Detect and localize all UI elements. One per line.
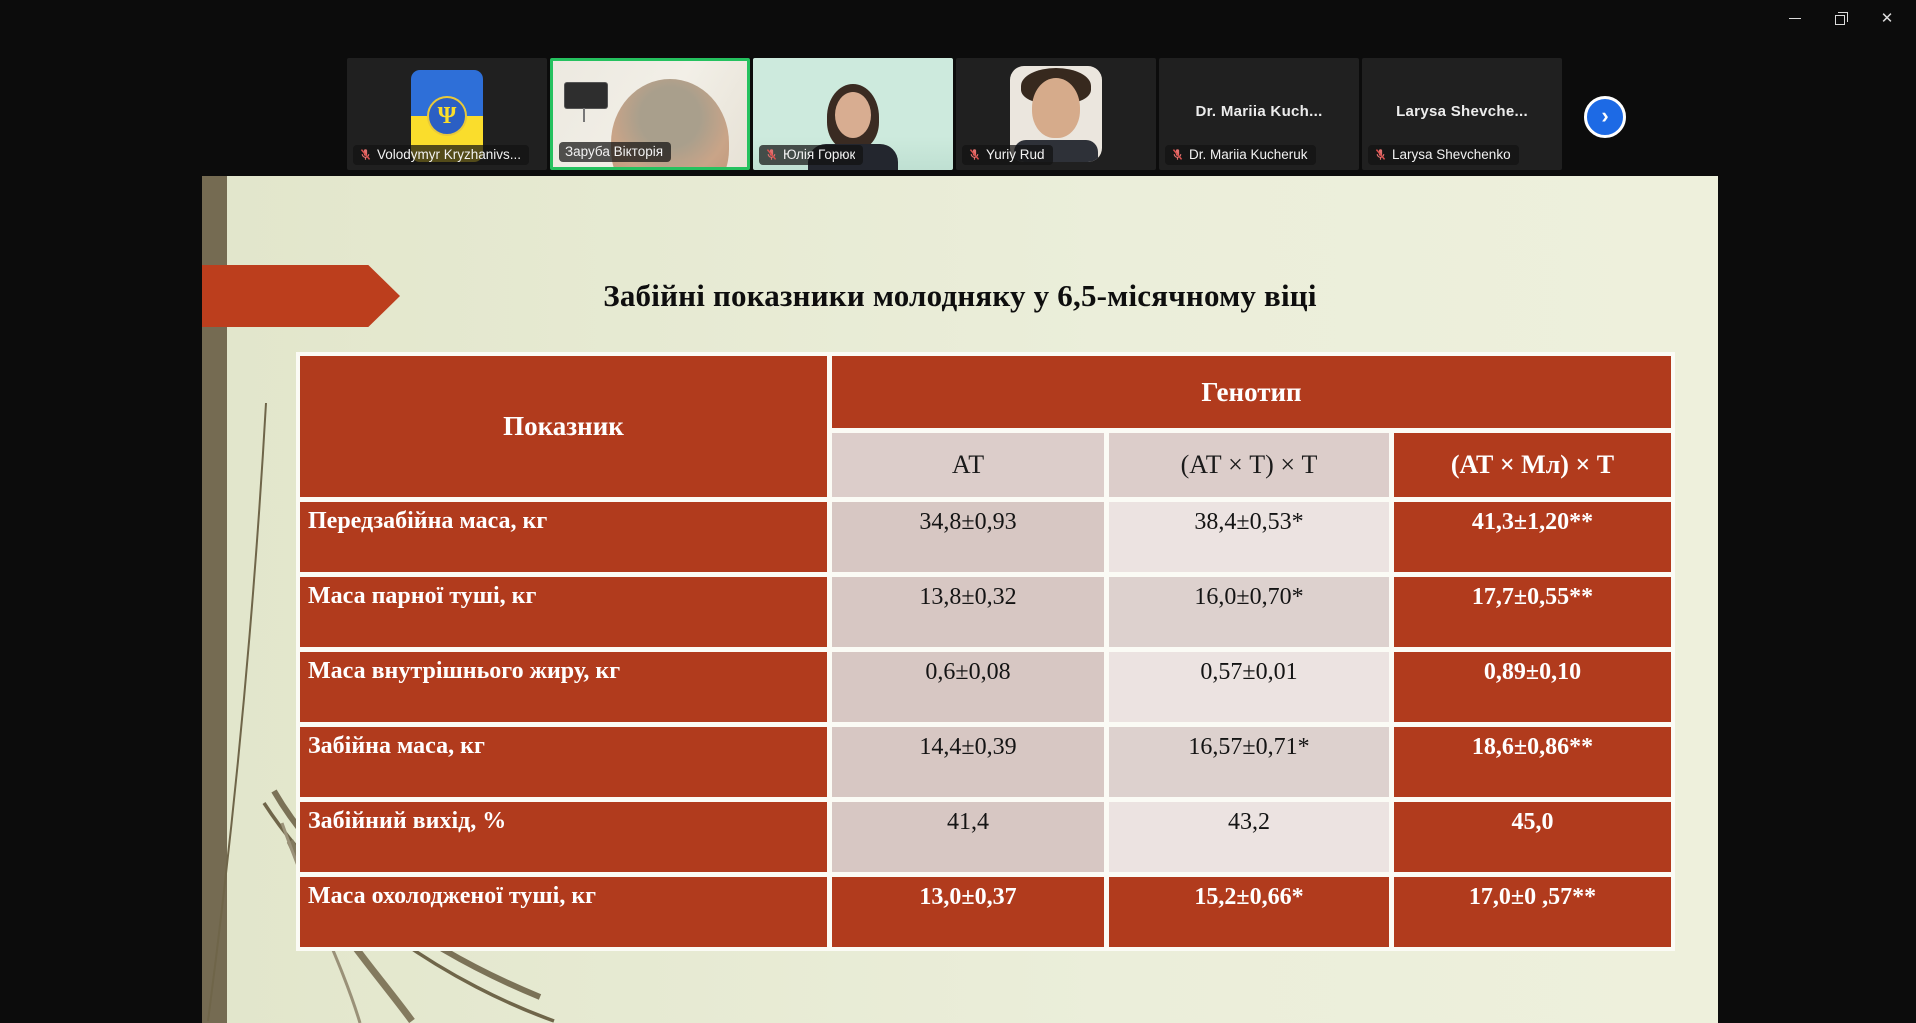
participant-strip: Ψ Volodymyr Kryzhanivs... Заруба Вікторі… (347, 58, 1562, 170)
row-label: Маса парної туші, кг (300, 577, 827, 647)
table-value: 17,0±0 ,57** (1394, 877, 1671, 947)
participant-tile-mariia[interactable]: Dr. Mariia Kuch... Dr. Mariia Kucheruk (1159, 58, 1359, 170)
participant-center-name: Larysa Shevche... (1396, 102, 1528, 120)
participant-name-badge: Dr. Mariia Kucheruk (1165, 145, 1316, 165)
table-value: 16,0±0,70* (1109, 577, 1389, 647)
arrow-decoration (202, 265, 400, 327)
table-value: 0,89±0,10 (1394, 652, 1671, 722)
minimize-icon (1789, 17, 1801, 19)
row-label: Забійний вихід, % (300, 802, 827, 872)
table-value: 41,4 (832, 802, 1104, 872)
table-value: 0,57±0,01 (1109, 652, 1389, 722)
muted-mic-icon (766, 149, 777, 160)
table-value: 16,57±0,71* (1109, 727, 1389, 797)
muted-mic-icon (1172, 149, 1183, 160)
window-titlebar: ✕ (1772, 0, 1910, 48)
table-value: 13,8±0,32 (832, 577, 1104, 647)
chevron-right-icon: › (1601, 102, 1609, 128)
tv-on-wall (565, 83, 607, 122)
restore-icon (1834, 11, 1848, 25)
participant-name-badge: Юлія Горюк (759, 145, 864, 165)
row-label: Передзабійна маса, кг (300, 502, 827, 572)
column-header-at-ml-t: (АТ × Мл) × Т (1394, 433, 1671, 497)
participant-name-badge: Заруба Вікторія (559, 142, 672, 162)
table-value: 17,7±0,55** (1394, 577, 1671, 647)
table-corner-header: Показник (300, 356, 827, 497)
table-value: 45,0 (1394, 802, 1671, 872)
participant-center-name: Dr. Mariia Kuch... (1195, 102, 1323, 120)
table-value: 41,3±1,20** (1394, 502, 1671, 572)
participant-tile-yuriy[interactable]: Yuriy Rud (956, 58, 1156, 170)
participant-tile-larysa[interactable]: Larysa Shevche... Larysa Shevchenko (1362, 58, 1562, 170)
table-value: 15,2±0,66* (1109, 877, 1389, 947)
table-value: 0,6±0,08 (832, 652, 1104, 722)
participant-name-badge: Volodymyr Kryzhanivs... (353, 145, 530, 165)
participant-tile-zaruba[interactable]: Заруба Вікторія (550, 58, 750, 170)
restore-button[interactable] (1818, 0, 1864, 36)
row-label: Забійна маса, кг (300, 727, 827, 797)
participant-photo-avatar (1010, 66, 1102, 162)
table-value: 14,4±0,39 (832, 727, 1104, 797)
table-value: 38,4±0,53* (1109, 502, 1389, 572)
table-value: 13,0±0,37 (832, 877, 1104, 947)
minimize-button[interactable] (1772, 0, 1818, 36)
slide-title: Забійні показники молодняку у 6,5-місячн… (603, 278, 1317, 313)
table-value: 43,2 (1109, 802, 1389, 872)
table-value: 34,8±0,93 (832, 502, 1104, 572)
shared-slide: Забійні показники молодняку у 6,5-місячн… (202, 176, 1718, 1023)
muted-mic-icon (1375, 149, 1386, 160)
row-label: Маса внутрішнього жиру, кг (300, 652, 827, 722)
column-header-at: АТ (832, 433, 1104, 497)
next-participants-button[interactable]: › (1584, 96, 1626, 138)
muted-mic-icon (969, 149, 980, 160)
column-header-at-t-t: (АТ × Т) × Т (1109, 433, 1389, 497)
participant-name-badge: Larysa Shevchenko (1368, 145, 1519, 165)
slaughter-indicators-table: Показник Генотип АТ (АТ × Т) × Т (АТ × М… (296, 352, 1675, 951)
table-value: 18,6±0,86** (1394, 727, 1671, 797)
row-label: Маса охолодженої туші, кг (300, 877, 827, 947)
participant-tile-yuliia[interactable]: Юлія Горюк (753, 58, 953, 170)
participant-tile-volodymyr[interactable]: Ψ Volodymyr Kryzhanivs... (347, 58, 547, 170)
close-icon: ✕ (1880, 10, 1894, 27)
table-group-header: Генотип (832, 356, 1671, 428)
close-button[interactable]: ✕ (1864, 0, 1910, 36)
muted-mic-icon (360, 149, 371, 160)
participant-name-badge: Yuriy Rud (962, 145, 1053, 165)
trident-emblem-icon: Ψ (427, 96, 467, 136)
